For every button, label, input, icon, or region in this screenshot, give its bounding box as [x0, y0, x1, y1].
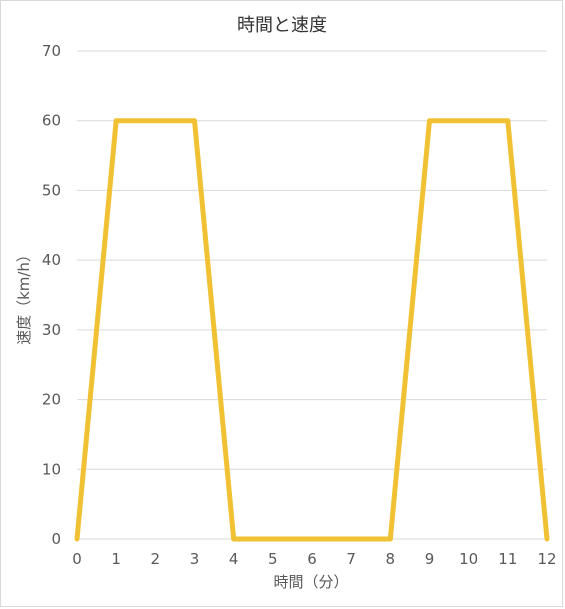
y-tick-label: 30	[42, 321, 61, 339]
grid-lines	[77, 50, 547, 540]
x-tick-label: 6	[307, 550, 317, 568]
y-tick-label: 0	[51, 530, 61, 548]
x-tick-label: 2	[151, 550, 161, 568]
x-tick-label: 10	[459, 550, 478, 568]
series-layer	[74, 118, 550, 542]
y-tick-label: 70	[42, 42, 61, 60]
x-tick-label: 8	[386, 550, 396, 568]
y-tick-label: 20	[42, 391, 61, 409]
y-tick-label: 60	[42, 112, 61, 130]
y-tick-label: 10	[42, 460, 61, 478]
x-tick-label: 7	[346, 550, 356, 568]
x-tick-label: 4	[229, 550, 239, 568]
y-tick-label: 40	[42, 251, 61, 269]
y-tick-label: 50	[42, 181, 61, 199]
x-axis-title: 時間（分）	[273, 573, 348, 591]
x-tick-label: 9	[425, 550, 435, 568]
x-tick-labels: 0 1 2 3 4 5 6 7 8 9 10 11 12	[72, 550, 556, 568]
y-axis-title: 速度（km/h）	[15, 247, 33, 345]
x-tick-label: 1	[111, 550, 121, 568]
x-tick-label: 12	[537, 550, 556, 568]
series-line	[74, 118, 550, 542]
x-tick-label: 5	[268, 550, 278, 568]
x-tick-label: 11	[498, 550, 517, 568]
chart-title: 時間と速度	[237, 15, 327, 36]
x-tick-label: 0	[72, 550, 82, 568]
y-tick-labels: 0 10 20 30 40 50 60 70	[42, 42, 61, 548]
x-tick-label: 3	[190, 550, 200, 568]
